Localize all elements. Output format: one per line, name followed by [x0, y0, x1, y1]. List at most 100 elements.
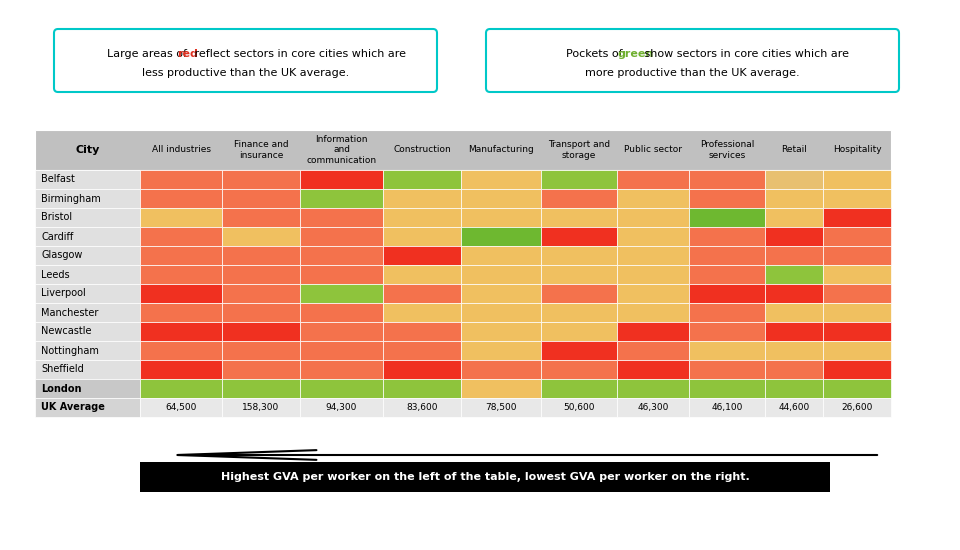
Bar	[383, 303, 461, 322]
Text: 83,600: 83,600	[406, 403, 438, 412]
Bar	[689, 284, 765, 303]
Bar	[689, 246, 765, 265]
Bar	[140, 170, 222, 189]
Bar	[383, 398, 461, 417]
Bar	[35, 265, 140, 284]
Bar	[461, 246, 541, 265]
Bar	[461, 170, 541, 189]
Bar	[541, 227, 617, 246]
Text: Highest GVA per worker on the left of the table, lowest GVA per worker on the ri: Highest GVA per worker on the left of th…	[221, 472, 750, 482]
Bar	[617, 246, 689, 265]
Bar	[300, 170, 383, 189]
Bar	[383, 208, 461, 227]
Bar	[823, 379, 891, 398]
Bar	[765, 284, 823, 303]
Text: 64,500: 64,500	[165, 403, 197, 412]
Bar	[617, 341, 689, 360]
Bar	[300, 208, 383, 227]
Bar	[35, 341, 140, 360]
Bar	[383, 170, 461, 189]
Bar	[222, 227, 300, 246]
Bar	[383, 227, 461, 246]
Bar	[765, 322, 823, 341]
Text: Birmingham: Birmingham	[41, 194, 101, 204]
Bar	[35, 189, 140, 208]
Bar	[823, 170, 891, 189]
Bar	[383, 246, 461, 265]
Bar	[300, 303, 383, 322]
Bar	[300, 398, 383, 417]
Bar	[140, 398, 222, 417]
Bar	[222, 284, 300, 303]
Bar	[140, 341, 222, 360]
Bar	[35, 322, 140, 341]
Text: Bristol: Bristol	[41, 212, 72, 223]
Bar	[823, 360, 891, 379]
Bar	[461, 360, 541, 379]
Bar	[222, 246, 300, 265]
Text: Professional
services: Professional services	[700, 140, 755, 160]
Bar	[823, 227, 891, 246]
Bar	[689, 379, 765, 398]
Text: less productive than the UK average.: less productive than the UK average.	[142, 68, 349, 78]
Bar	[689, 189, 765, 208]
Bar	[222, 341, 300, 360]
Bar	[140, 246, 222, 265]
Bar	[765, 246, 823, 265]
Bar	[541, 208, 617, 227]
Bar	[140, 379, 222, 398]
Bar	[823, 189, 891, 208]
Bar	[222, 303, 300, 322]
Text: Hospitality: Hospitality	[832, 146, 881, 155]
Bar	[617, 208, 689, 227]
Bar	[823, 246, 891, 265]
Bar	[35, 227, 140, 246]
Text: Construction: Construction	[394, 146, 451, 155]
Bar	[300, 284, 383, 303]
Bar	[617, 379, 689, 398]
Bar	[140, 189, 222, 208]
Bar	[541, 170, 617, 189]
Bar	[35, 208, 140, 227]
Bar	[300, 379, 383, 398]
Bar	[140, 462, 830, 492]
Bar	[617, 303, 689, 322]
Bar	[383, 322, 461, 341]
Bar	[541, 303, 617, 322]
Bar	[35, 170, 140, 189]
Text: show sectors in core cities which are: show sectors in core cities which are	[641, 49, 849, 59]
Bar	[383, 189, 461, 208]
Text: UK Average: UK Average	[41, 403, 105, 412]
Bar	[823, 398, 891, 417]
Text: Public sector: Public sector	[624, 146, 682, 155]
Bar	[35, 246, 140, 265]
Text: 46,100: 46,100	[711, 403, 743, 412]
Bar	[140, 265, 222, 284]
Bar	[222, 170, 300, 189]
Text: reflect sectors in core cities which are: reflect sectors in core cities which are	[191, 49, 406, 59]
Bar	[461, 322, 541, 341]
Text: London: London	[41, 383, 82, 393]
Bar	[383, 379, 461, 398]
Bar	[461, 265, 541, 284]
Bar	[35, 303, 140, 322]
Bar	[689, 303, 765, 322]
Bar	[765, 170, 823, 189]
Bar	[35, 379, 140, 398]
Bar	[461, 208, 541, 227]
Bar	[461, 284, 541, 303]
Text: Manufacturing: Manufacturing	[468, 146, 534, 155]
Bar	[689, 265, 765, 284]
Bar	[300, 360, 383, 379]
Bar	[823, 341, 891, 360]
Bar	[222, 189, 300, 208]
FancyBboxPatch shape	[54, 29, 437, 92]
Text: 94,300: 94,300	[325, 403, 357, 412]
Bar	[765, 398, 823, 417]
Bar	[140, 322, 222, 341]
Bar	[140, 360, 222, 379]
Bar	[765, 208, 823, 227]
Bar	[35, 360, 140, 379]
Text: Cardiff: Cardiff	[41, 232, 73, 241]
Text: Pockets of: Pockets of	[565, 49, 626, 59]
